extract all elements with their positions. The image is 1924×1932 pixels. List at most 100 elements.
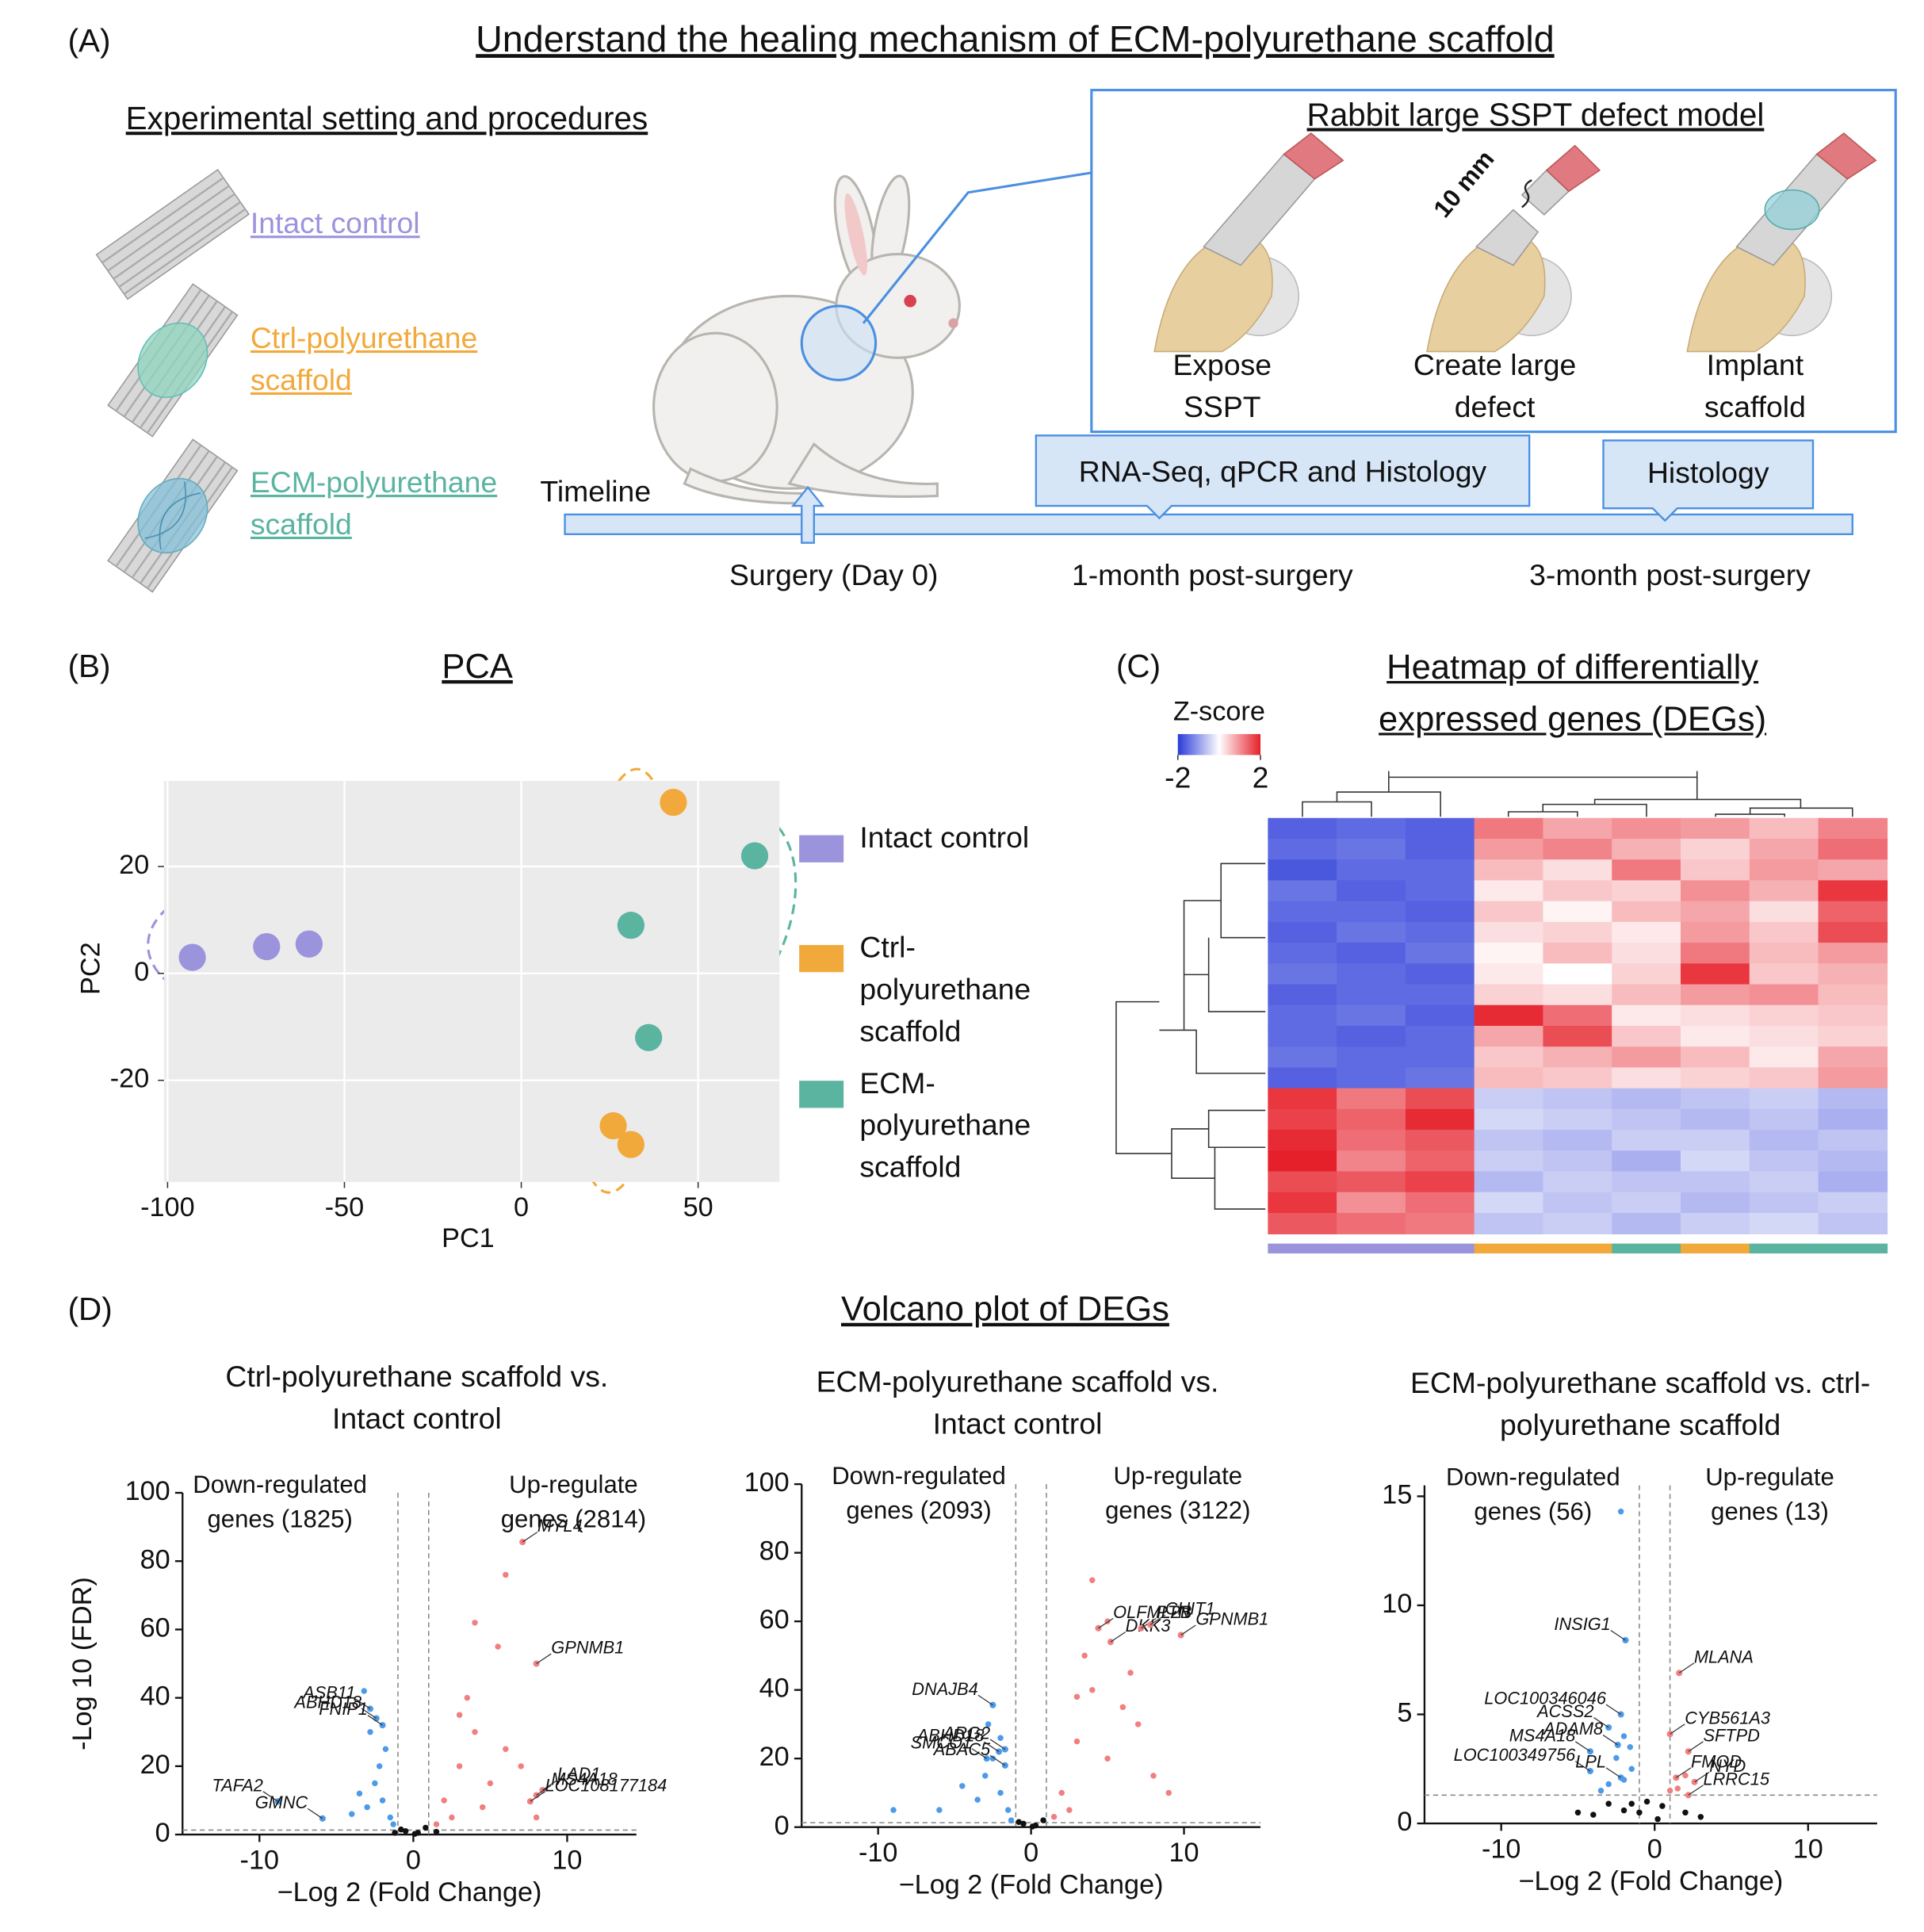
y-tick-label: 0	[134, 957, 149, 987]
heatmap-cell	[1612, 963, 1681, 985]
heatmap-cell	[1612, 1130, 1681, 1152]
point	[390, 1821, 396, 1827]
heatmap-cell	[1268, 1130, 1337, 1152]
heatmap-cell	[1474, 1046, 1544, 1069]
point	[411, 1831, 419, 1837]
leader-line	[1098, 1617, 1114, 1629]
legend-swatch	[799, 945, 844, 973]
leader-line	[361, 1708, 377, 1720]
heatmap-cell	[1543, 1212, 1612, 1234]
up-label-box: Up-regulate genes (3122)	[1105, 1463, 1250, 1525]
heatmap-cell	[1474, 921, 1544, 943]
heatmap-cell	[1337, 1067, 1406, 1089]
content: (A) Understand the healing mechanism of E…	[67, 18, 1888, 1907]
heatmap-cell	[1680, 1150, 1750, 1173]
point	[495, 1643, 501, 1650]
point	[1127, 1670, 1134, 1676]
heatmap-cell	[1818, 1150, 1888, 1173]
column-annotation	[1337, 1243, 1406, 1254]
point	[997, 1789, 1004, 1796]
up-label: Up-regulate genes (2814)	[500, 1471, 647, 1534]
heatmap-cell	[1680, 1192, 1750, 1214]
point	[1628, 1766, 1635, 1773]
colorbar-label: Z-score	[1173, 697, 1265, 727]
heatmap-cell	[1543, 1192, 1612, 1214]
chart-title: PCA	[442, 648, 513, 686]
y-tick-label: 0	[1397, 1807, 1412, 1837]
heatmap-cell	[1268, 880, 1337, 902]
heatmap-cell	[1405, 1150, 1475, 1173]
leader-line	[1688, 1741, 1704, 1752]
column-annotation	[1749, 1243, 1819, 1254]
heatmap-cell	[1474, 943, 1544, 965]
heatmap-cell	[1405, 943, 1475, 965]
down-label-box: Down-regulated genes (56)	[1446, 1464, 1620, 1526]
heatmap-cell	[1749, 943, 1819, 965]
heatmap-cell	[1818, 1130, 1888, 1152]
point	[1643, 1798, 1651, 1805]
heatmap-cell	[1337, 859, 1406, 882]
point	[1134, 1721, 1142, 1727]
heatmap-cell	[1612, 943, 1681, 965]
heatmap-cell	[1405, 1171, 1475, 1193]
gene-label: GPNMB1	[1195, 1609, 1268, 1629]
y-axis-label: PC2	[76, 942, 106, 995]
colorbar-tick-label: -2	[1165, 760, 1191, 794]
point	[433, 1828, 440, 1835]
heatmap-cell	[1818, 943, 1888, 965]
point	[472, 1620, 478, 1626]
x-tick-label: -10	[240, 1845, 279, 1875]
heatmap-cell	[1543, 943, 1612, 965]
y-tick-label: 60	[759, 1605, 790, 1635]
heatmap-cell	[1749, 1108, 1819, 1131]
heatmap-cell	[1749, 1212, 1819, 1234]
heatmap-cell	[1612, 901, 1681, 923]
group-label-box: Intact control	[251, 207, 420, 240]
column-annotation	[1818, 1243, 1888, 1254]
heatmap-cell	[1749, 1150, 1819, 1173]
x-tick-label: 0	[1023, 1838, 1039, 1868]
heatmap-cell	[1543, 1171, 1612, 1193]
y-tick-label: 20	[140, 1750, 170, 1780]
x-tick-label: 0	[514, 1192, 529, 1222]
up-label-box: Up-regulate genes (2814)	[500, 1471, 647, 1534]
point	[982, 1773, 989, 1779]
point	[402, 1828, 409, 1834]
gene-label: GPNMB1	[551, 1638, 624, 1658]
tendon-icon	[95, 168, 250, 300]
labeled-point	[1666, 1731, 1673, 1738]
gene-label: NYD	[1709, 1756, 1746, 1776]
heatmap-cell	[1612, 838, 1681, 860]
heatmap-cell	[1268, 1025, 1337, 1047]
heatmap-cell	[1268, 1004, 1337, 1027]
y-tick-label: 80	[759, 1536, 790, 1567]
point	[599, 1111, 627, 1140]
heatmap-cell	[1818, 1004, 1888, 1027]
heatmap-cell	[1337, 1108, 1406, 1131]
point	[1666, 1788, 1673, 1794]
heatmap-cell	[1543, 880, 1612, 902]
heatmap-cell	[1474, 1192, 1544, 1214]
point	[503, 1571, 509, 1578]
heatmap-cell	[1818, 859, 1888, 882]
heatmap-cell	[1749, 1046, 1819, 1069]
heatmap-cell	[1337, 1025, 1406, 1047]
point	[1104, 1755, 1111, 1762]
y-axis-label: -Log 10 (FDR)	[67, 1577, 98, 1750]
leader-line	[367, 1715, 383, 1726]
heatmap-cell	[1749, 963, 1819, 985]
heatmap-cell	[1612, 1067, 1681, 1089]
step-label: Create large defect	[1413, 349, 1577, 425]
x-tick-label: -10	[1482, 1834, 1520, 1864]
point	[989, 1755, 996, 1762]
gene-label: LOC100346046	[1484, 1689, 1607, 1708]
point	[1073, 1693, 1081, 1701]
point	[617, 912, 645, 939]
gene-label: ADAM8	[1542, 1719, 1603, 1739]
gene-label: MS4A18	[551, 1769, 617, 1789]
heatmap-cell	[1749, 984, 1819, 1006]
heatmap-cell	[1337, 921, 1406, 943]
leader-line	[1574, 1741, 1591, 1752]
point	[890, 1807, 897, 1813]
heatmap-cell	[1337, 1192, 1406, 1214]
